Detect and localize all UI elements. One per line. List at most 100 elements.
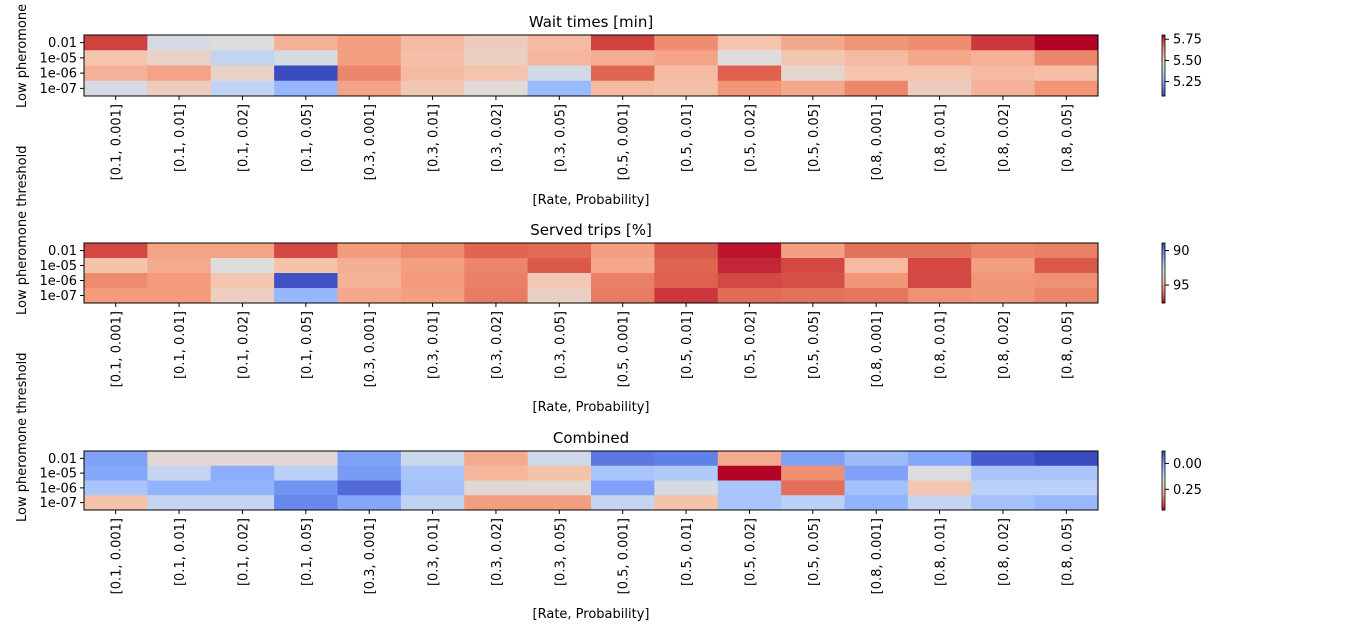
colorbar-segment <box>1162 43 1165 46</box>
heatmap-cell <box>781 495 845 511</box>
x-tick-label: [0.1, 0.001] <box>110 311 125 387</box>
colorbar-segment <box>1162 500 1165 503</box>
colorbar-segment <box>1162 49 1165 52</box>
heatmap-cell <box>844 80 909 97</box>
heatmap-cell <box>907 243 972 259</box>
heatmap-cell <box>84 50 148 66</box>
heatmap-cell <box>464 465 529 481</box>
heatmap-cell <box>907 50 972 66</box>
chart-title: Wait times [min] <box>529 13 653 31</box>
heatmap-cell <box>274 35 338 51</box>
y-axis-label: Low pheromone threshold <box>15 353 30 522</box>
x-tick-label: [0.8, 0.001] <box>870 104 885 180</box>
y-axis-label: Low pheromone threshold <box>15 0 30 108</box>
heatmap-cell <box>844 258 909 274</box>
colorbar-segment <box>1162 61 1165 64</box>
heatmap-cell <box>591 465 655 481</box>
heatmap-cell <box>971 288 1036 304</box>
colorbar-segment <box>1162 452 1165 456</box>
heatmap-cell <box>337 451 402 467</box>
heatmap-cell <box>147 288 212 304</box>
x-tick-label: [0.5, 0.02] <box>743 518 758 586</box>
heatmap-cell <box>84 273 148 289</box>
heatmap-cell <box>844 50 909 66</box>
heatmap-cell <box>274 273 338 289</box>
x-axis-label: [Rate, Probability] <box>533 400 650 415</box>
colorbar-segment <box>1162 480 1165 483</box>
colorbar-segment <box>1162 462 1165 466</box>
heatmap-cell <box>464 288 529 304</box>
x-tick-label: [0.3, 0.02] <box>490 518 505 586</box>
heatmap-cell <box>907 80 972 97</box>
heatmap-cell <box>147 50 212 66</box>
heatmap-cell <box>654 273 719 289</box>
heatmap-cell <box>907 258 972 274</box>
colorbar-segment <box>1162 37 1165 40</box>
heatmap-cell <box>400 50 465 66</box>
heatmap-cell <box>400 273 465 289</box>
colorbar-tick-label: 5.50 <box>1173 54 1202 69</box>
heatmap-cell <box>84 80 148 97</box>
plot-frame <box>83 34 1099 97</box>
heatmap-cell <box>210 480 275 496</box>
heatmap-cell <box>971 243 1036 259</box>
heatmap-cell <box>907 35 972 51</box>
heatmap-cell <box>400 65 465 82</box>
heatmap-cell <box>591 243 655 259</box>
colorbar-segment <box>1162 39 1165 42</box>
heatmap-cell <box>464 451 529 467</box>
colorbar-segment <box>1162 245 1165 248</box>
heatmap-cell <box>210 465 275 481</box>
heatmap-cell <box>400 80 465 97</box>
x-tick-label: [0.3, 0.02] <box>490 311 505 379</box>
heatmap-cell <box>1034 80 1099 97</box>
heatmap-cell <box>337 35 402 51</box>
x-tick-label: [0.5, 0.01] <box>680 311 695 379</box>
heatmap-cell <box>1034 465 1099 481</box>
colorbar-segment <box>1162 269 1165 272</box>
colorbar-segment <box>1162 506 1165 509</box>
heatmap-cell <box>337 480 402 496</box>
heatmap-cell <box>464 65 529 82</box>
heatmap-cell <box>907 495 972 511</box>
heatmap-cell <box>527 65 592 82</box>
x-tick-label: [0.5, 0.05] <box>807 311 822 379</box>
x-tick-label: [0.5, 0.02] <box>743 311 758 379</box>
y-axis-label: Low pheromone threshold <box>15 146 30 315</box>
colorbar-segment <box>1162 283 1165 286</box>
x-tick-label: [0.5, 0.001] <box>617 518 632 594</box>
heatmap-cell <box>971 80 1036 97</box>
x-tick-label: [0.3, 0.001] <box>363 104 378 180</box>
colorbar-segment <box>1162 281 1165 284</box>
x-tick-label: [0.5, 0.001] <box>617 311 632 387</box>
heatmap-cell <box>400 35 465 51</box>
x-tick-label: [0.3, 0.01] <box>427 518 442 586</box>
x-tick-label: [0.3, 0.01] <box>427 104 442 172</box>
heatmap-cell <box>84 65 148 82</box>
colorbar-segment <box>1162 51 1165 54</box>
y-tick-label: 0.01 <box>48 244 77 259</box>
colorbar-segment <box>1162 478 1165 481</box>
x-tick-label: [0.3, 0.01] <box>427 311 442 379</box>
colorbar-segment <box>1162 87 1165 91</box>
heatmap-cell <box>274 50 338 66</box>
heatmap-cell <box>147 465 212 481</box>
chart-title: Combined <box>553 429 629 447</box>
colorbar-segment <box>1162 277 1165 280</box>
colorbar-segment <box>1162 456 1165 460</box>
x-tick-label: [0.1, 0.05] <box>300 518 315 586</box>
y-tick-label: 1e-06 <box>39 274 77 289</box>
heatmap-cell <box>654 258 719 274</box>
heatmap-cell <box>844 65 909 82</box>
heatmap-cell <box>527 80 592 97</box>
heatmap-cell <box>274 480 338 496</box>
y-tick-label: 0.01 <box>48 36 77 51</box>
colorbar-segment <box>1162 93 1165 97</box>
colorbar-segment <box>1162 275 1165 278</box>
heatmap-cell <box>274 465 338 481</box>
heatmap-cell <box>527 50 592 66</box>
colorbar-segment <box>1162 494 1165 497</box>
y-tick-label: 1e-06 <box>39 67 77 82</box>
colorbar-segment <box>1162 472 1165 476</box>
colorbar-segment <box>1162 35 1165 38</box>
